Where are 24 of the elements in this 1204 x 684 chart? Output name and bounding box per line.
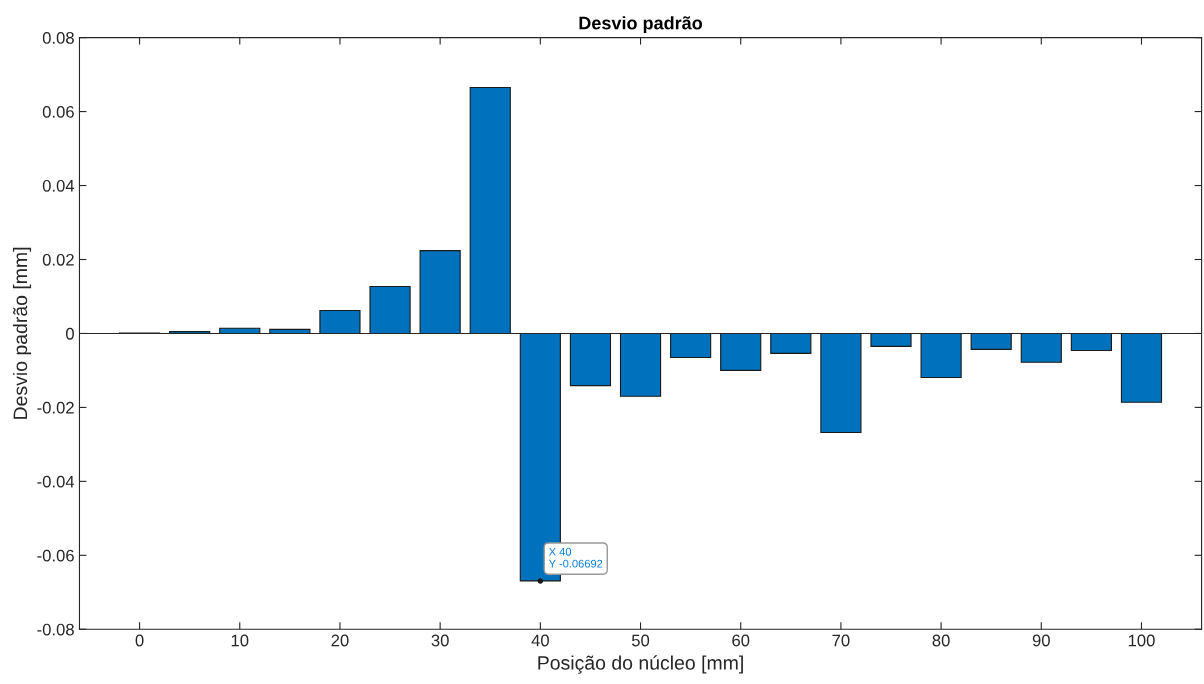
y-axis-title: Desvio padrão [mm] bbox=[12, 247, 32, 419]
y-tick-label: 0.06 bbox=[42, 105, 74, 118]
x-tick-label: 40 bbox=[531, 634, 549, 647]
y-tick-label: 0.08 bbox=[42, 32, 74, 44]
y-tick-label: 0.04 bbox=[42, 179, 75, 192]
x-tick-label: 50 bbox=[631, 634, 650, 647]
y-tick-label: -0.06 bbox=[37, 549, 74, 562]
y-tick-label: 0.02 bbox=[42, 253, 74, 266]
x-tick-label: 30 bbox=[431, 634, 449, 647]
x-tick-label: 100 bbox=[1128, 634, 1155, 647]
x-axis-title: Posição do núcleo [mm] bbox=[538, 655, 743, 674]
x-tick-label: 0 bbox=[135, 634, 144, 647]
x-tick-label: 60 bbox=[732, 634, 750, 647]
x-tick-label: 90 bbox=[1032, 634, 1050, 647]
y-tick-label: 0 bbox=[65, 327, 74, 340]
chart-title: Desvio padrão bbox=[579, 16, 703, 34]
x-tick-label: 10 bbox=[231, 634, 249, 647]
x-tick-label: 20 bbox=[331, 634, 349, 647]
y-tick-label: -0.08 bbox=[37, 623, 74, 636]
y-tick-label: -0.02 bbox=[37, 401, 74, 414]
x-tick-label: 70 bbox=[832, 634, 850, 647]
annotation: X 40 Y -0.06692 bbox=[548, 547, 603, 568]
y-tick-label: -0.04 bbox=[37, 475, 75, 488]
x-tick-label: 80 bbox=[932, 634, 950, 647]
